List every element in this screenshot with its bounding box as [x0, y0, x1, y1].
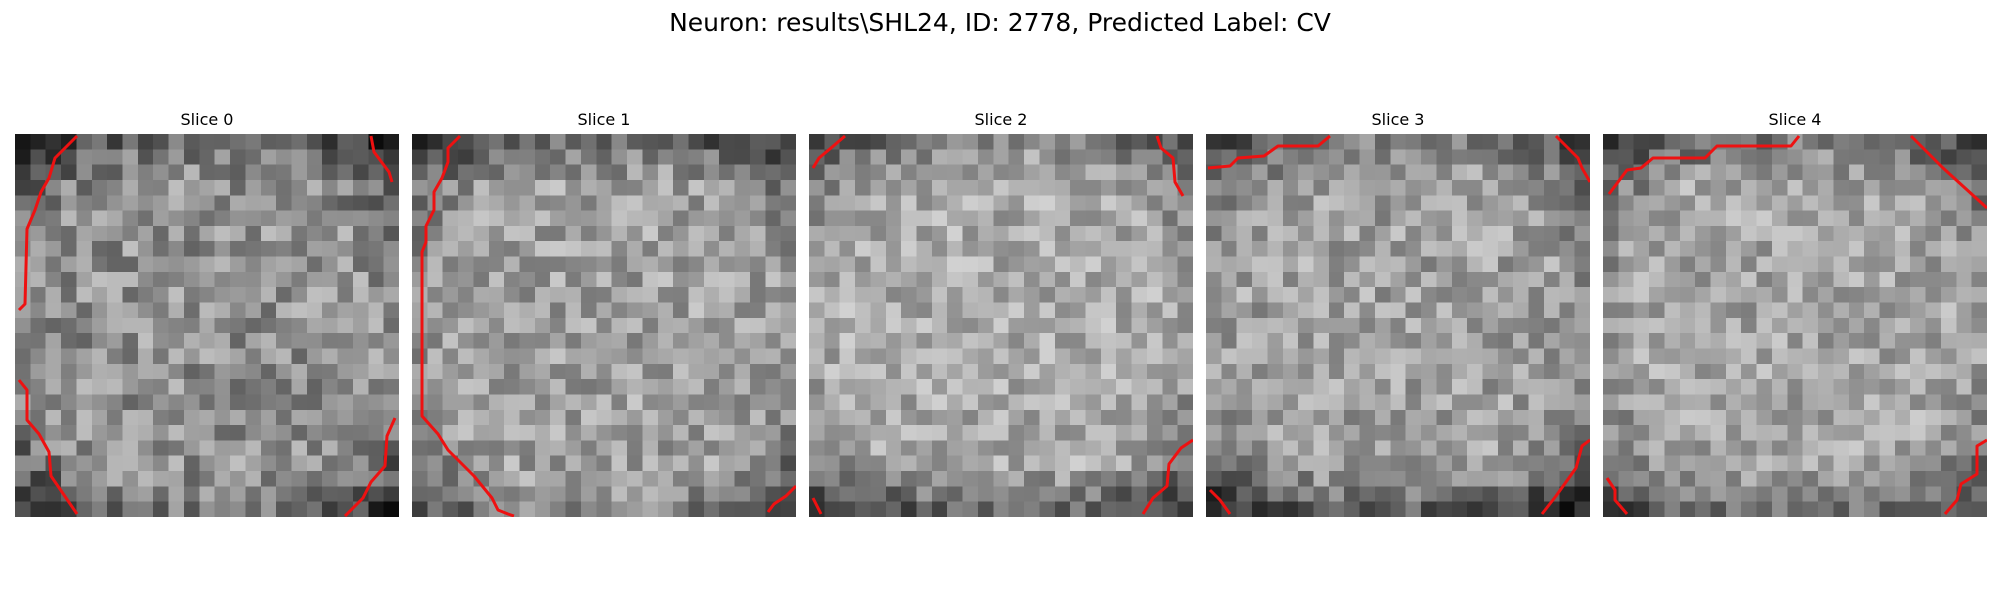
contour-line: [17, 379, 79, 515]
contour-line: [343, 417, 397, 517]
contour-line: [766, 484, 796, 513]
contour-line: [1943, 438, 1987, 515]
contour-line: [1540, 438, 1590, 515]
slice-title-0: Slice 0: [180, 110, 234, 129]
slice-panel-2: Slice 2: [809, 108, 1193, 517]
slice-title-1: Slice 1: [577, 110, 631, 129]
slice-image-1: [412, 134, 796, 517]
contour-line: [1909, 134, 1987, 210]
contour-line: [17, 134, 79, 312]
slice-panel-0: Slice 0: [15, 108, 399, 517]
slice-panel-4: Slice 4: [1603, 108, 1987, 517]
contour-line: [369, 135, 394, 183]
slice-title-2: Slice 2: [974, 110, 1028, 129]
contour-line: [1207, 134, 1331, 170]
slice-image-4: [1603, 134, 1987, 517]
contour-line: [1208, 488, 1232, 515]
figure-title: Neuron: results\SHL24, ID: 2778, Predict…: [669, 8, 1331, 37]
slice-image-2: [809, 134, 1193, 517]
contour-overlay-1: [420, 134, 796, 517]
contour-line: [1155, 135, 1185, 197]
contour-overlay-0: [17, 134, 397, 517]
slice-panel-3: Slice 3: [1206, 108, 1590, 517]
slice-image-3: [1206, 134, 1590, 517]
contour-overlay-2: [811, 134, 1193, 515]
contour-line: [811, 497, 823, 515]
slice-title-4: Slice 4: [1768, 110, 1822, 129]
contour-line: [1605, 477, 1629, 515]
contour-line: [1607, 135, 1801, 195]
contour-line: [1141, 438, 1193, 515]
slice-title-3: Slice 3: [1371, 110, 1425, 129]
slice-image-0: [15, 134, 399, 517]
contour-overlay-4: [1605, 134, 1987, 515]
contour-line: [420, 134, 515, 517]
contour-overlay-3: [1207, 134, 1590, 515]
slice-panel-1: Slice 1: [412, 108, 796, 517]
contour-line: [1554, 134, 1590, 183]
contour-line: [811, 134, 846, 169]
